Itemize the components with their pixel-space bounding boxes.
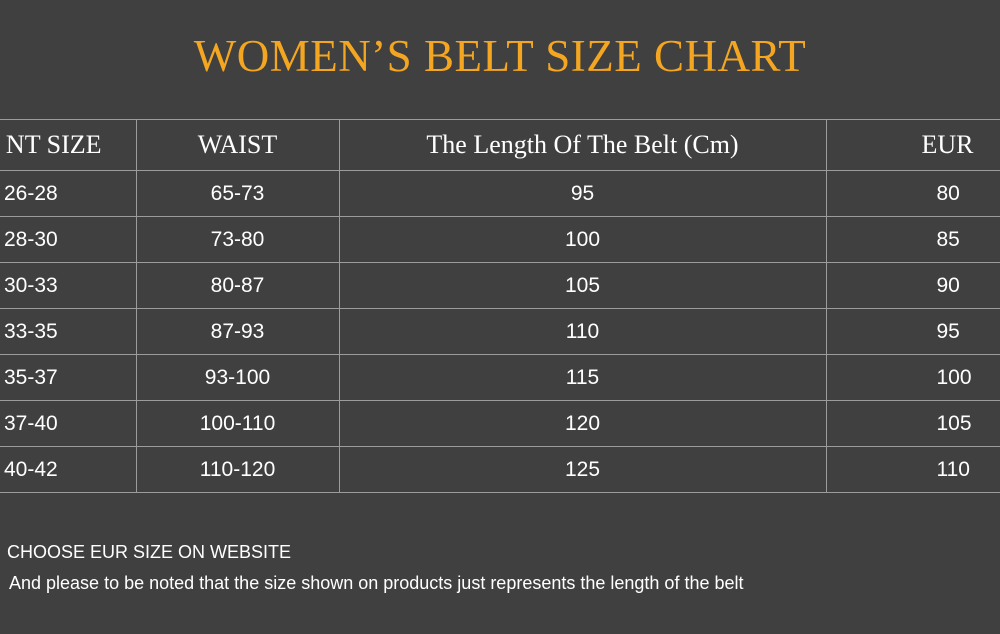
table-cell: 100-110 [135,400,340,447]
table-row: 33-35 87-93 110 95 [0,308,1000,355]
table-cell: 100 [338,216,827,263]
table-cell: 93-100 [135,354,340,401]
table-cell: 87-93 [135,308,340,355]
table-cell: 33-35 [0,308,137,355]
table-row: 26-28 65-73 95 80 [0,170,1000,217]
table-cell: 110-120 [135,446,340,493]
column-header: EUR [825,119,1000,171]
table-cell: 110 [338,308,827,355]
table-cell: 73-80 [135,216,340,263]
table-cell: 100 [825,354,1000,401]
table-cell: 80-87 [135,262,340,309]
note-choose-eur: CHOOSE EUR SIZE ON WEBSITE [7,542,292,562]
table-cell: 95 [825,308,1000,355]
table-cell: 35-37 [0,354,137,401]
table-row: 28-30 73-80 100 85 [0,216,1000,263]
table-cell: 95 [338,170,827,217]
table-row: 40-42 110-120 125 110 [0,446,1000,493]
table-cell: 30-33 [0,262,137,309]
table-row: 37-40 100-110 120 105 [0,400,1000,447]
table-cell: 90 [825,262,1000,309]
table-header-row: NT SIZE WAIST The Length Of The Belt (Cm) E… [0,119,1000,171]
page-title: WOMEN’S BELT SIZE CHART [193,31,807,81]
table-cell: 80 [825,170,1000,217]
table-cell: 105 [338,262,827,309]
table-cell: 105 [825,400,1000,447]
table-cell: 37-40 [0,400,137,447]
table-cell: 115 [338,354,827,401]
table-cell: 125 [338,446,827,493]
note-length: And please to be noted that the size sho… [9,573,744,593]
table-row: 30-33 80-87 105 90 [0,262,1000,309]
table-cell: 26-28 [0,170,137,217]
table-cell: 120 [338,400,827,447]
table-cell: 40-42 [0,446,137,493]
column-header: The Length Of The Belt (Cm) [338,119,827,171]
table-row: 35-37 93-100 115 100 [0,354,1000,401]
column-header: NT SIZE [0,119,137,171]
column-header: WAIST [135,119,340,171]
table-cell: 110 [825,446,1000,493]
table-cell: 28-30 [0,216,137,263]
table-cell: 85 [825,216,1000,263]
table-cell: 65-73 [135,170,340,217]
size-table: NT SIZE WAIST The Length Of The Belt (Cm) E… [0,119,1000,493]
